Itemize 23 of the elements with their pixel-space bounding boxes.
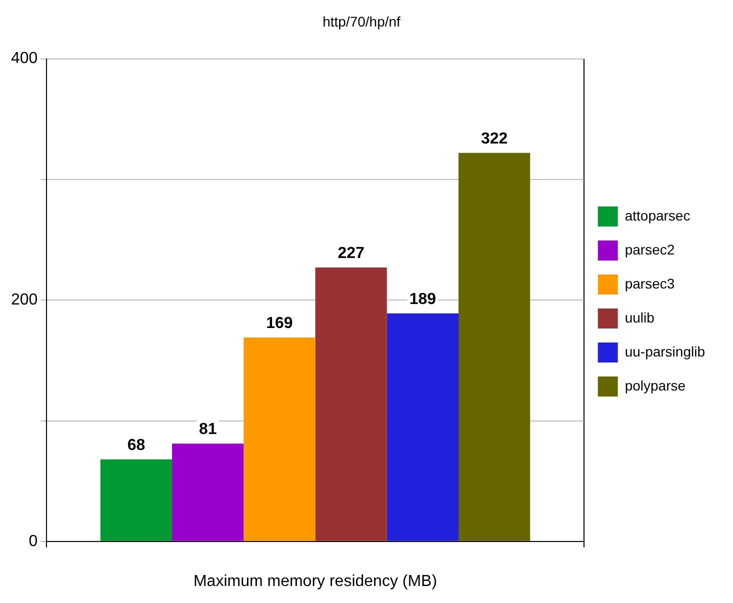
y-tick-label: 400 <box>10 50 38 68</box>
y-tick-label: 200 <box>10 292 38 309</box>
data-label: 68 <box>127 436 146 454</box>
bar <box>172 444 244 541</box>
legend-label: polyparse <box>624 377 686 394</box>
data-label: 81 <box>198 421 217 438</box>
x-axis-title: Maximum memory residency (MB) <box>193 572 438 590</box>
bar <box>244 338 316 541</box>
legend-label: parsec3 <box>624 275 675 292</box>
bar <box>315 268 387 541</box>
bar <box>458 152 530 541</box>
bar <box>386 313 459 541</box>
bar <box>100 459 172 541</box>
data-label: 189 <box>409 290 436 308</box>
chart-title: http/70/hp/nf <box>322 13 401 30</box>
y-tick-label: 0 <box>28 532 38 550</box>
legend-label: attoparsec <box>624 207 690 224</box>
data-label: 227 <box>338 244 365 262</box>
legend-label: uu-parsinglib <box>624 343 706 360</box>
data-label: 322 <box>480 130 508 148</box>
legend-label: parsec2 <box>624 241 675 258</box>
legend-label: uulib <box>624 309 655 326</box>
data-label: 169 <box>266 314 293 332</box>
